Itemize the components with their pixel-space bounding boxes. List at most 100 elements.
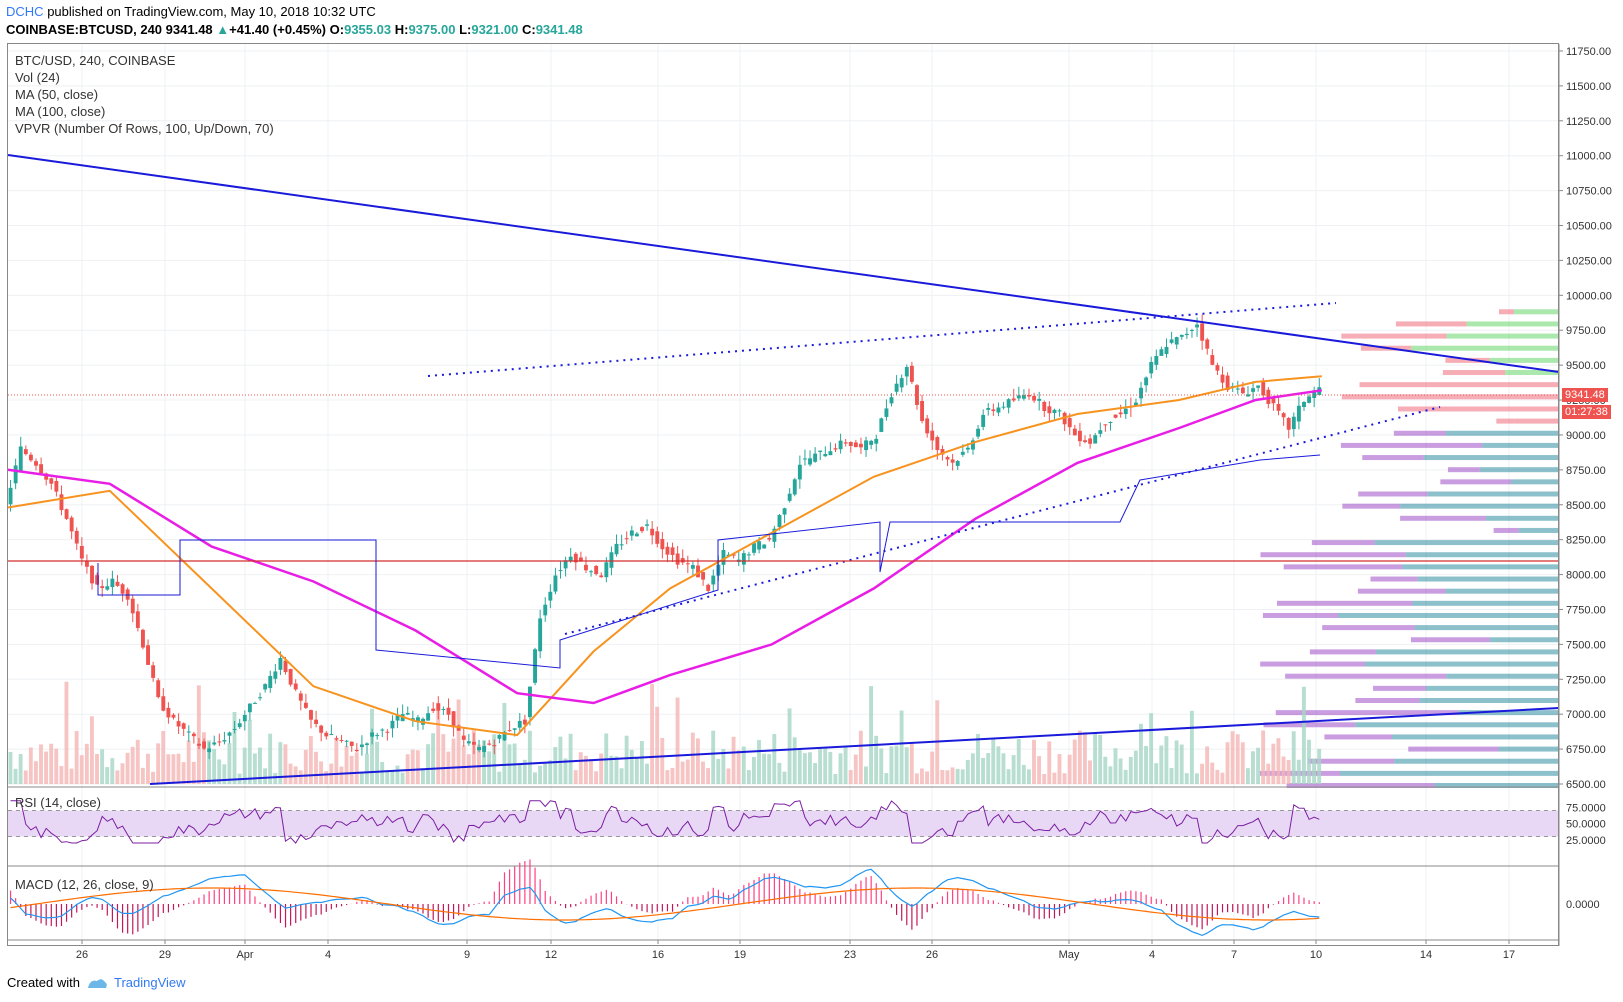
candle-body <box>319 725 324 733</box>
candle-body <box>49 478 54 484</box>
volume-bar <box>1312 758 1317 784</box>
time-tick-label: 14 <box>1420 949 1432 961</box>
price-tick-label: 7250.00 <box>1566 674 1606 686</box>
rsi-tick-label: 50.0000 <box>1566 819 1606 831</box>
created-with-text: Created with <box>7 975 80 990</box>
volume-bar <box>370 708 374 784</box>
volume-bar <box>49 743 54 784</box>
volume-bar <box>1317 748 1322 784</box>
volume-bar <box>431 733 436 784</box>
volume-bar <box>1103 756 1108 784</box>
volume-bar <box>303 749 308 784</box>
volume-bar <box>645 763 649 784</box>
tradingview-link[interactable]: TradingView <box>113 975 186 990</box>
author-link[interactable]: DCHC <box>6 4 44 19</box>
volume-bar <box>772 734 777 784</box>
vp-down-bar <box>1283 564 1403 570</box>
rsi-band <box>8 810 1559 837</box>
candle-body <box>181 723 186 729</box>
candle-body <box>59 494 64 511</box>
price-tick-label: 9000.00 <box>1566 430 1606 442</box>
volume-bar <box>583 755 588 784</box>
vp-down-bar <box>1393 430 1446 436</box>
vp-down-bar <box>1341 394 1418 400</box>
vp-down-bar <box>1355 697 1420 703</box>
price-change: +41.40 (+0.45%) <box>229 22 327 37</box>
candle-body <box>105 586 110 590</box>
candle-body <box>741 553 746 565</box>
volume-bar <box>711 730 716 784</box>
candle-body <box>746 554 751 556</box>
volume-bar <box>191 761 196 784</box>
volume-bar <box>920 768 924 784</box>
volume-bar <box>807 752 812 784</box>
vp-down-bar <box>1311 540 1375 546</box>
vp-down-bar <box>1309 649 1376 655</box>
volume-bar <box>59 766 64 784</box>
price-tick-label: 8000.00 <box>1566 570 1606 582</box>
volume-bar <box>1261 730 1266 784</box>
price-axis[interactable]: 11750.00 11500.00 11250.00 11000.00 10750.00… <box>1558 44 1612 946</box>
volume-bar <box>1164 736 1169 784</box>
volume-bar <box>390 770 395 784</box>
volume-bar <box>833 773 838 784</box>
vp-up-bar <box>1489 357 1559 363</box>
vp-down-bar <box>1340 442 1483 448</box>
price-tick-label: 8750.00 <box>1566 465 1606 477</box>
volume-bar <box>573 770 578 784</box>
macd-line <box>10 868 1320 937</box>
volume-bar <box>166 754 171 784</box>
volume-bar <box>813 763 817 784</box>
candle-body <box>548 591 553 601</box>
volume-bar <box>762 753 767 784</box>
vp-up-bar <box>1498 746 1559 752</box>
candle-body <box>141 629 145 648</box>
candle-body <box>502 731 507 741</box>
volume-bar <box>1301 686 1306 784</box>
candle-body <box>1281 413 1286 418</box>
candle-body <box>84 561 89 567</box>
volume-bar <box>140 767 145 784</box>
step-line <box>97 454 1321 669</box>
candle-body <box>314 719 319 724</box>
vp-up-bar <box>1489 637 1559 643</box>
volume-bar <box>1184 773 1189 784</box>
price-tick-label: 11000.00 <box>1566 151 1611 163</box>
vp-down-bar <box>1357 588 1446 594</box>
volume-bar <box>1296 759 1301 784</box>
candle-body <box>217 741 222 743</box>
volume-bar <box>1077 730 1082 784</box>
volume-bar <box>252 753 257 784</box>
candle-body <box>1118 412 1123 415</box>
volume-bar <box>848 770 853 784</box>
volume-bar <box>1118 758 1123 784</box>
volume-bar <box>1251 751 1255 784</box>
candle-body <box>39 464 44 474</box>
volume-bar <box>319 761 324 784</box>
candle-body <box>44 473 49 480</box>
volume-bar <box>324 771 329 784</box>
time-axis[interactable]: 26 29 Apr 4 9 12 16 19 23 26 May 4 7 10 14 17 <box>8 939 1559 961</box>
vp-up-bar <box>1400 503 1559 509</box>
volume-bar <box>13 768 18 784</box>
volume-bar <box>1189 710 1194 784</box>
volume-bar <box>945 770 950 784</box>
volume-bar <box>1067 754 1072 784</box>
candle-body <box>833 448 838 450</box>
candle-body <box>894 383 899 392</box>
candle-body <box>273 671 278 679</box>
candle-body <box>1256 385 1261 388</box>
candle-body <box>935 437 940 451</box>
upper-trendline <box>7 154 1560 373</box>
volume-bar <box>487 751 492 784</box>
candle-body <box>207 748 212 753</box>
last-price: 9341.48 <box>165 22 213 37</box>
candle-body <box>650 528 655 536</box>
vp-down-bar <box>1499 309 1514 315</box>
candle-body <box>879 418 884 432</box>
volume-bar <box>334 738 339 784</box>
volume-bar <box>100 749 105 784</box>
tradingview-logo-icon <box>87 978 107 988</box>
candle-body <box>263 684 268 690</box>
